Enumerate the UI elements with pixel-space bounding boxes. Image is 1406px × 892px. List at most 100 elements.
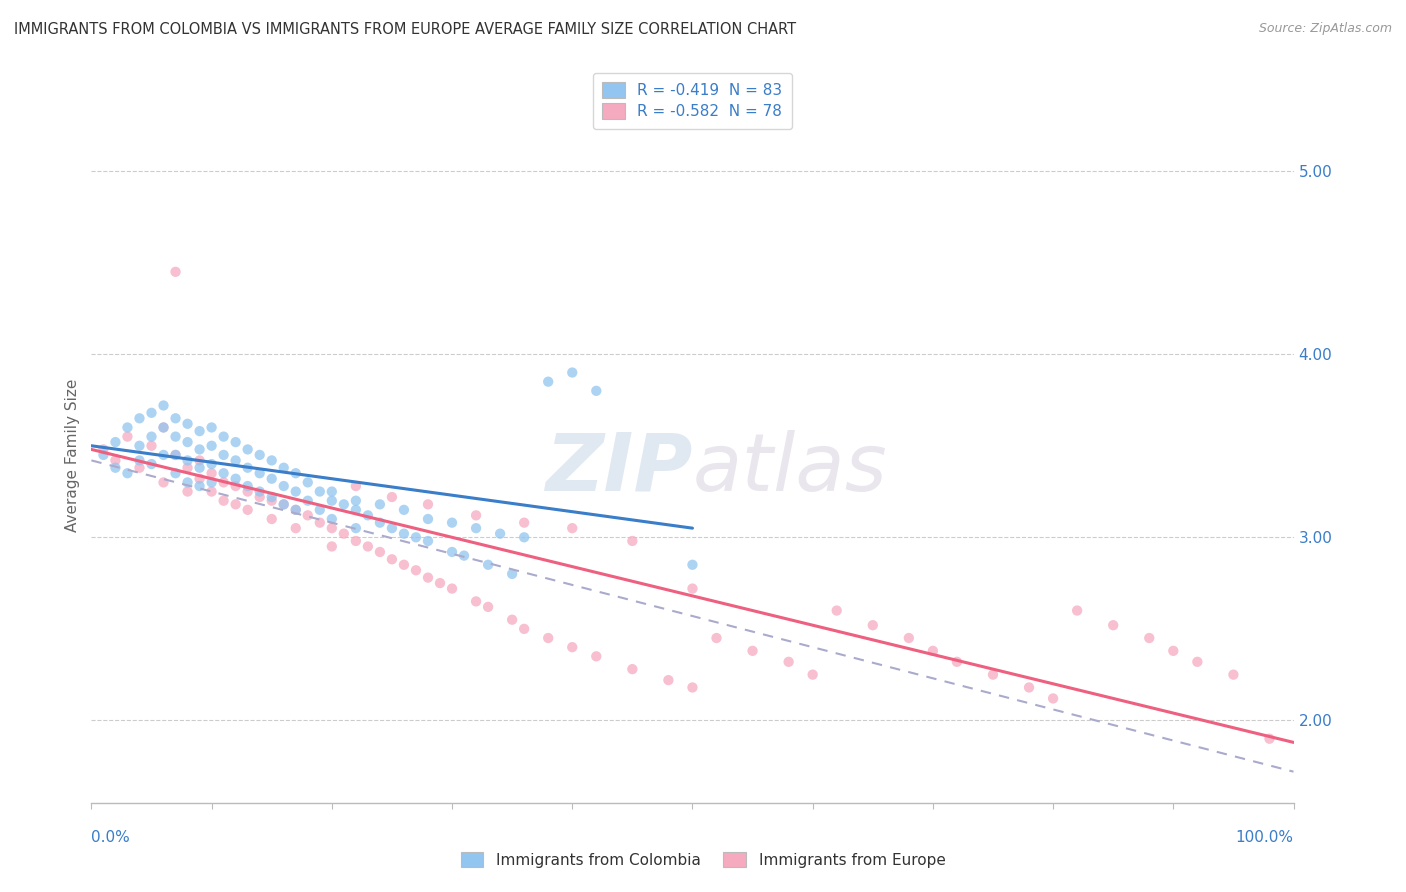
Point <box>236 484 259 499</box>
Point <box>681 558 703 572</box>
Point <box>321 484 343 499</box>
Point <box>225 497 247 511</box>
Text: atlas: atlas <box>692 430 887 508</box>
Point <box>657 673 679 687</box>
Point <box>501 566 523 581</box>
Point <box>260 512 283 526</box>
Point <box>1258 731 1281 746</box>
Point <box>825 603 848 617</box>
Point <box>176 435 198 450</box>
Point <box>357 508 380 523</box>
Point <box>152 475 174 490</box>
Point <box>537 631 560 645</box>
Point <box>284 503 307 517</box>
Point <box>477 599 499 614</box>
Point <box>1066 603 1088 617</box>
Point <box>621 662 644 676</box>
Point <box>981 667 1004 681</box>
Point <box>236 479 259 493</box>
Point <box>344 503 367 517</box>
Point <box>333 526 356 541</box>
Point <box>368 497 391 511</box>
Point <box>477 558 499 572</box>
Point <box>165 448 187 462</box>
Point <box>416 571 439 585</box>
Point <box>801 667 824 681</box>
Point <box>188 442 211 457</box>
Point <box>368 545 391 559</box>
Point <box>585 384 607 398</box>
Point <box>681 582 703 596</box>
Point <box>321 540 343 554</box>
Point <box>225 472 247 486</box>
Point <box>152 399 174 413</box>
Point <box>453 549 475 563</box>
Point <box>152 448 174 462</box>
Text: ZIP: ZIP <box>546 430 692 508</box>
Point <box>152 420 174 434</box>
Point <box>392 526 415 541</box>
Point <box>225 435 247 450</box>
Point <box>236 442 259 457</box>
Point <box>104 453 127 467</box>
Point <box>1102 618 1125 632</box>
Point <box>212 475 235 490</box>
Point <box>249 490 271 504</box>
Point <box>946 655 969 669</box>
Point <box>201 484 224 499</box>
Point <box>561 640 583 655</box>
Point <box>128 439 150 453</box>
Y-axis label: Average Family Size: Average Family Size <box>65 378 80 532</box>
Point <box>429 576 451 591</box>
Point <box>897 631 920 645</box>
Point <box>284 503 307 517</box>
Point <box>273 497 295 511</box>
Point <box>344 533 367 548</box>
Point <box>1042 691 1064 706</box>
Point <box>1137 631 1160 645</box>
Point <box>1222 667 1244 681</box>
Point <box>260 453 283 467</box>
Point <box>176 460 198 475</box>
Point <box>308 503 330 517</box>
Point <box>128 460 150 475</box>
Point <box>273 497 295 511</box>
Point <box>273 479 295 493</box>
Point <box>141 439 163 453</box>
Point <box>513 622 536 636</box>
Point <box>297 508 319 523</box>
Point <box>212 467 235 481</box>
Text: 0.0%: 0.0% <box>91 830 131 846</box>
Point <box>260 490 283 504</box>
Point <box>1018 681 1040 695</box>
Point <box>165 429 187 443</box>
Point <box>212 429 235 443</box>
Point <box>201 457 224 471</box>
Point <box>405 563 427 577</box>
Point <box>284 484 307 499</box>
Point <box>440 516 463 530</box>
Point <box>706 631 728 645</box>
Point <box>249 448 271 462</box>
Text: 100.0%: 100.0% <box>1236 830 1294 846</box>
Point <box>416 497 439 511</box>
Point <box>440 545 463 559</box>
Point <box>392 558 415 572</box>
Point <box>236 503 259 517</box>
Point <box>416 512 439 526</box>
Point <box>225 453 247 467</box>
Point <box>308 484 330 499</box>
Point <box>321 493 343 508</box>
Point <box>225 479 247 493</box>
Point <box>176 475 198 490</box>
Point <box>188 424 211 438</box>
Point <box>392 503 415 517</box>
Point <box>260 493 283 508</box>
Point <box>93 442 115 457</box>
Point <box>128 411 150 425</box>
Point <box>273 460 295 475</box>
Point <box>537 375 560 389</box>
Point <box>176 484 198 499</box>
Point <box>141 429 163 443</box>
Point <box>308 516 330 530</box>
